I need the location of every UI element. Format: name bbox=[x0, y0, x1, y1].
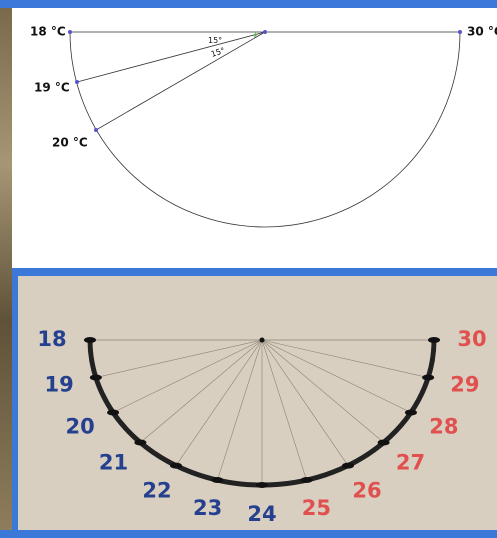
tick bbox=[134, 440, 146, 446]
tick bbox=[342, 463, 354, 469]
page: {"diagram": {"labels": {"left": "18 °C",… bbox=[0, 0, 497, 538]
photo bbox=[18, 276, 497, 530]
label: 30 °C bbox=[467, 25, 497, 39]
dial-label: 28 bbox=[429, 415, 458, 439]
tick bbox=[211, 477, 223, 483]
angle-label: 15° bbox=[208, 36, 222, 45]
tick bbox=[107, 410, 119, 416]
point bbox=[94, 128, 98, 132]
dial-label: 20 bbox=[66, 415, 95, 439]
dial-label: 23 bbox=[193, 496, 222, 520]
dial-label: 19 bbox=[45, 372, 74, 396]
dial-label: 26 bbox=[352, 479, 381, 503]
tick bbox=[378, 440, 390, 446]
tick bbox=[301, 477, 313, 483]
point bbox=[68, 30, 72, 34]
tick bbox=[90, 375, 102, 381]
dial-label: 22 bbox=[142, 479, 171, 503]
composite: 18 °C 19 °C 20 °C 30 °C 15° 15° 18192021… bbox=[0, 0, 497, 538]
dial-label: 29 bbox=[450, 372, 479, 396]
tick bbox=[428, 337, 440, 343]
dial-label: 21 bbox=[99, 451, 128, 475]
point bbox=[75, 80, 79, 84]
label: 18 °C bbox=[30, 25, 66, 39]
wood-strip bbox=[0, 8, 12, 530]
label: 19 °C bbox=[34, 81, 70, 95]
tick bbox=[84, 337, 96, 343]
point bbox=[263, 30, 267, 34]
center bbox=[260, 338, 265, 343]
dial-label: 27 bbox=[396, 451, 425, 475]
label: 20 °C bbox=[52, 136, 88, 150]
tick bbox=[256, 482, 268, 488]
dial-label: 24 bbox=[247, 502, 276, 526]
tick bbox=[170, 463, 182, 469]
tick bbox=[405, 410, 417, 416]
dial-label: 25 bbox=[302, 496, 331, 520]
dial-label: 30 bbox=[457, 327, 486, 351]
dial-label: 18 bbox=[37, 327, 66, 351]
point bbox=[458, 30, 462, 34]
tick bbox=[422, 375, 434, 381]
